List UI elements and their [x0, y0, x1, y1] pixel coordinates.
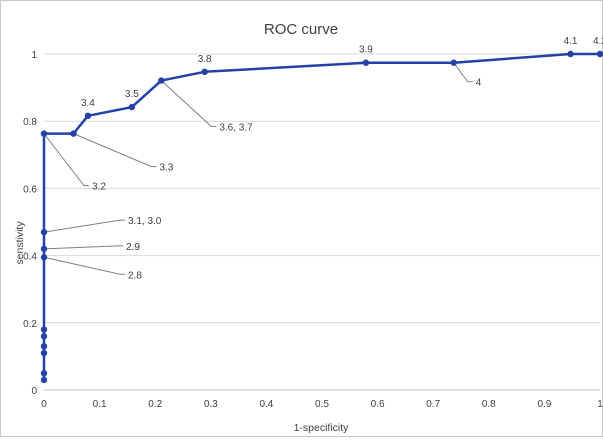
- axes: 0 0.2 0.4 0.6 0.8 1 0 0.1 0.2 0.3 0.4 0.5 0.6 0.7 0.8 0…: [23, 50, 603, 410]
- annotation-label: 3.2: [92, 182, 106, 193]
- y-tick-label: 0: [31, 386, 37, 397]
- y-tick-label: 0.6: [23, 184, 37, 195]
- x-axis-title: 1-specificity: [294, 422, 350, 434]
- roc-data-point: [40, 343, 48, 350]
- annotation-leader-line: [43, 133, 89, 187]
- roc-data-point: [158, 77, 165, 84]
- y-axis-title: senstivity: [14, 221, 26, 265]
- x-tick-label: 0.2: [148, 399, 162, 410]
- y-tick-label: 0.8: [23, 117, 37, 128]
- annotation-leader-line: [43, 245, 123, 250]
- annotation-leader-line: [73, 133, 157, 168]
- annotation-label: 3.4: [81, 98, 95, 109]
- annotation-label: 2.9: [126, 242, 140, 253]
- roc-data-point: [40, 254, 48, 261]
- annotation-label: 3.8: [198, 54, 212, 65]
- y-tick-label: 1: [31, 50, 37, 61]
- roc-data-point: [40, 349, 48, 357]
- annotation-label: 3.9: [359, 45, 373, 56]
- annotation-leaders: [43, 62, 473, 275]
- annotation-label: 3.5: [125, 89, 139, 100]
- roc-data-point: [567, 50, 574, 58]
- annotation-label: 3.3: [159, 163, 173, 174]
- annotation-leader-line: [453, 62, 473, 83]
- x-tick-label: 0.9: [537, 399, 551, 410]
- x-tick-label: 0: [41, 399, 47, 410]
- series: [40, 50, 603, 384]
- annotation-labels: 2.8 2.9 3.1, 3.0 3.2 3.3 3.4 3.5 3.6, 3.7 3.8 3.9…: [81, 36, 603, 281]
- annotation-leader-line: [43, 219, 125, 233]
- y-tick-label: 0.2: [23, 319, 37, 330]
- roc-data-point: [70, 130, 77, 137]
- roc-data-point: [40, 326, 48, 333]
- x-tick-label: 0.4: [259, 399, 273, 410]
- annotation-label: 4.2: [593, 36, 603, 47]
- roc-data-point: [40, 228, 48, 236]
- roc-data-point: [40, 130, 48, 137]
- roc-data-point: [40, 333, 48, 340]
- annotation-label: 4.1: [564, 36, 578, 47]
- x-tick-label: 0.3: [204, 399, 218, 410]
- annotation-label: 2.8: [128, 270, 142, 281]
- roc-data-point: [40, 245, 48, 253]
- annotation-label: 3.1, 3.0: [128, 216, 162, 227]
- x-tick-label: 1: [597, 399, 603, 410]
- annotation-label: 3.6, 3.7: [219, 123, 253, 134]
- roc-data-point: [362, 59, 370, 66]
- annotation-leader-line: [160, 80, 217, 128]
- y-tick-label: 0.4: [23, 252, 37, 263]
- roc-data-point: [596, 50, 603, 58]
- chart-title: ROC curve: [264, 21, 338, 38]
- roc-data-point: [450, 59, 457, 66]
- x-tick-label: 0.7: [426, 399, 440, 410]
- x-tick-label: 0.5: [315, 399, 329, 410]
- annotation-label: 4: [476, 78, 482, 89]
- annotation-leader-line: [43, 256, 125, 275]
- roc-data-point: [84, 112, 92, 120]
- roc-data-point: [201, 68, 208, 76]
- x-tick-label: 0.8: [482, 399, 496, 410]
- roc-data-point: [40, 376, 48, 384]
- roc-data-point: [40, 370, 48, 377]
- gridlines: [44, 53, 600, 324]
- roc-data-point: [128, 103, 136, 111]
- x-tick-label: 0.1: [93, 399, 107, 410]
- x-tick-label: 0.6: [371, 399, 385, 410]
